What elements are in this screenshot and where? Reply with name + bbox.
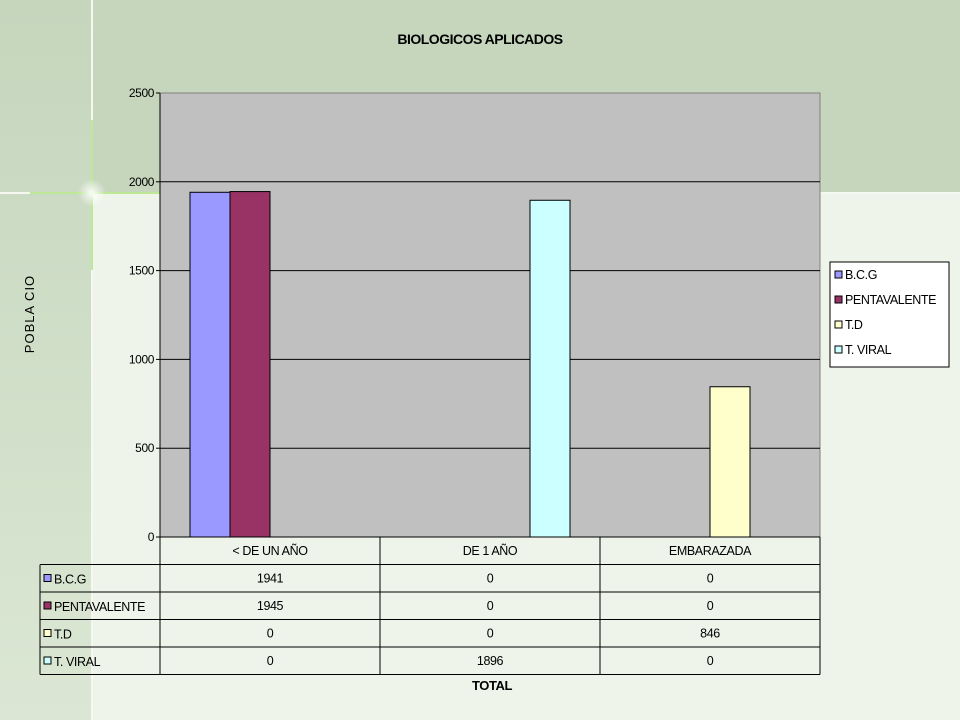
table-header-cell: DE 1 AÑO: [463, 544, 518, 558]
table-series-name: T.D: [54, 628, 72, 642]
x-axis-label: TOTAL: [472, 678, 513, 693]
table-cell: 0: [267, 627, 274, 641]
bar: [229, 191, 271, 538]
table-header-cell: EMBARAZADA: [669, 544, 752, 558]
bar: [709, 386, 751, 538]
chart-title: BIOLOGICOS APLICADOS: [397, 31, 562, 47]
table-legend-key: [43, 601, 52, 610]
bar: [189, 191, 231, 538]
y-tick-label: 1000: [129, 352, 155, 366]
table-cell: 0: [487, 599, 494, 613]
table-cell: 1945: [257, 599, 284, 613]
legend-box: [829, 261, 950, 368]
table-cell: 0: [267, 654, 274, 668]
y-tick-label: 0: [148, 530, 155, 544]
bar: [529, 199, 571, 538]
y-tick-label: 500: [135, 441, 155, 455]
table-cell: 0: [487, 572, 494, 586]
y-axis-ticks: 0 500 1000 1500 2000 2500: [129, 86, 161, 544]
table-legend-key: [43, 629, 52, 637]
sparkle-decoration: [30, 120, 160, 270]
table-cell: 0: [707, 572, 714, 586]
legend-key: [834, 320, 843, 329]
legend-key: [834, 345, 843, 354]
table-legend-key: [43, 574, 52, 582]
legend-key: [834, 295, 843, 304]
table-cell: 0: [487, 627, 494, 641]
table-header-cell: < DE UN AÑO: [232, 544, 308, 558]
legend-label: T. VIRAL: [845, 343, 892, 357]
table-series-name: PENTAVALENTE: [54, 600, 145, 614]
legend-label: B.C.G: [845, 268, 877, 282]
legend-label: T.D: [845, 318, 863, 332]
y-tick-label: 2500: [129, 86, 155, 100]
table-series-name: B.C.G: [54, 573, 86, 587]
legend: B.C.G PENTAVALENTE T.D T. VIRAL: [829, 261, 950, 368]
y-axis-label: POBLA CIO: [22, 275, 37, 353]
table-cell: 0: [707, 654, 714, 668]
table-cell: 846: [700, 627, 720, 641]
table-series-name: T. VIRAL: [54, 655, 101, 669]
table-cell: 1941: [257, 572, 284, 586]
legend-key: [834, 270, 843, 279]
data-table: < DE UN AÑO DE 1 AÑO EMBARAZADA B.C.G 1941 0 0…: [39, 536, 821, 675]
table-legend-key: [43, 656, 52, 665]
y-tick-label: 2000: [129, 175, 155, 189]
legend-label: PENTAVALENTE: [845, 293, 936, 307]
y-tick-label: 1500: [129, 264, 155, 278]
bars: [189, 191, 751, 538]
table-cell: 0: [707, 599, 714, 613]
table-cell: 1896: [477, 654, 504, 668]
